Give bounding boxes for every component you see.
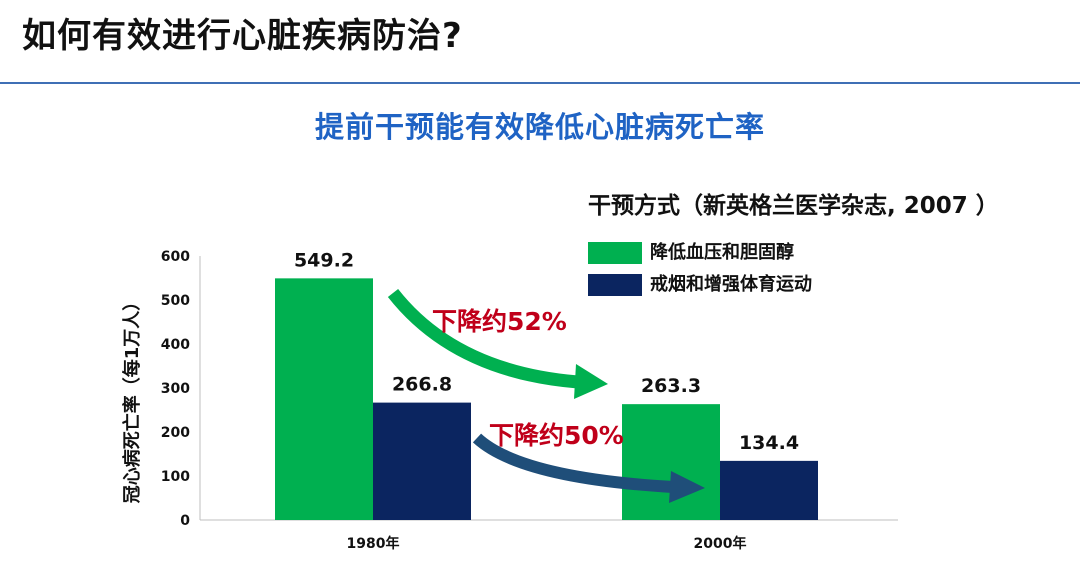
data-label: 134.4 bbox=[739, 432, 799, 454]
data-label: 263.3 bbox=[641, 375, 701, 397]
y-tick-label: 600 bbox=[161, 249, 190, 265]
bar-2-2 bbox=[720, 460, 818, 520]
y-tick-label: 100 bbox=[161, 469, 190, 485]
bar-1-1 bbox=[275, 278, 373, 520]
bar-1-2 bbox=[622, 404, 720, 520]
legend-title: 干预方式（新英格兰医学杂志, 2007 ） bbox=[588, 193, 999, 219]
annotation-decrease-2: 下降约50% bbox=[489, 421, 624, 450]
data-label: 266.8 bbox=[392, 374, 452, 396]
chart-title: 提前干预能有效降低心脏病死亡率 bbox=[314, 110, 765, 144]
legend-label-series-2: 戒烟和增强体育运动 bbox=[650, 274, 812, 295]
legend-label-series-1: 降低血压和胆固醇 bbox=[650, 242, 794, 263]
title-divider bbox=[0, 82, 1080, 84]
y-tick-label: 300 bbox=[161, 381, 190, 397]
bar-2-1 bbox=[373, 402, 471, 520]
arrow-decrease-1 bbox=[387, 288, 579, 389]
y-tick-label: 400 bbox=[161, 337, 190, 353]
page-title: 如何有效进行心脏疾病防治? bbox=[22, 16, 463, 56]
legend-swatch-series-2 bbox=[588, 274, 642, 296]
arrow-head-decrease-1 bbox=[574, 364, 608, 399]
data-label: 549.2 bbox=[294, 249, 354, 271]
y-tick-label: 0 bbox=[180, 513, 190, 529]
arrow-decrease-2 bbox=[472, 433, 674, 493]
y-axis-label: 冠心病死亡率（每1万人） bbox=[122, 292, 143, 504]
x-tick-label: 1980年 bbox=[347, 535, 400, 552]
y-tick-label: 200 bbox=[161, 425, 190, 441]
legend-swatch-series-1 bbox=[588, 242, 642, 264]
x-tick-label: 2000年 bbox=[694, 535, 747, 552]
y-tick-label: 500 bbox=[161, 293, 190, 309]
arrow-head-decrease-2 bbox=[669, 471, 705, 503]
annotation-decrease-1: 下降约52% bbox=[432, 307, 567, 336]
